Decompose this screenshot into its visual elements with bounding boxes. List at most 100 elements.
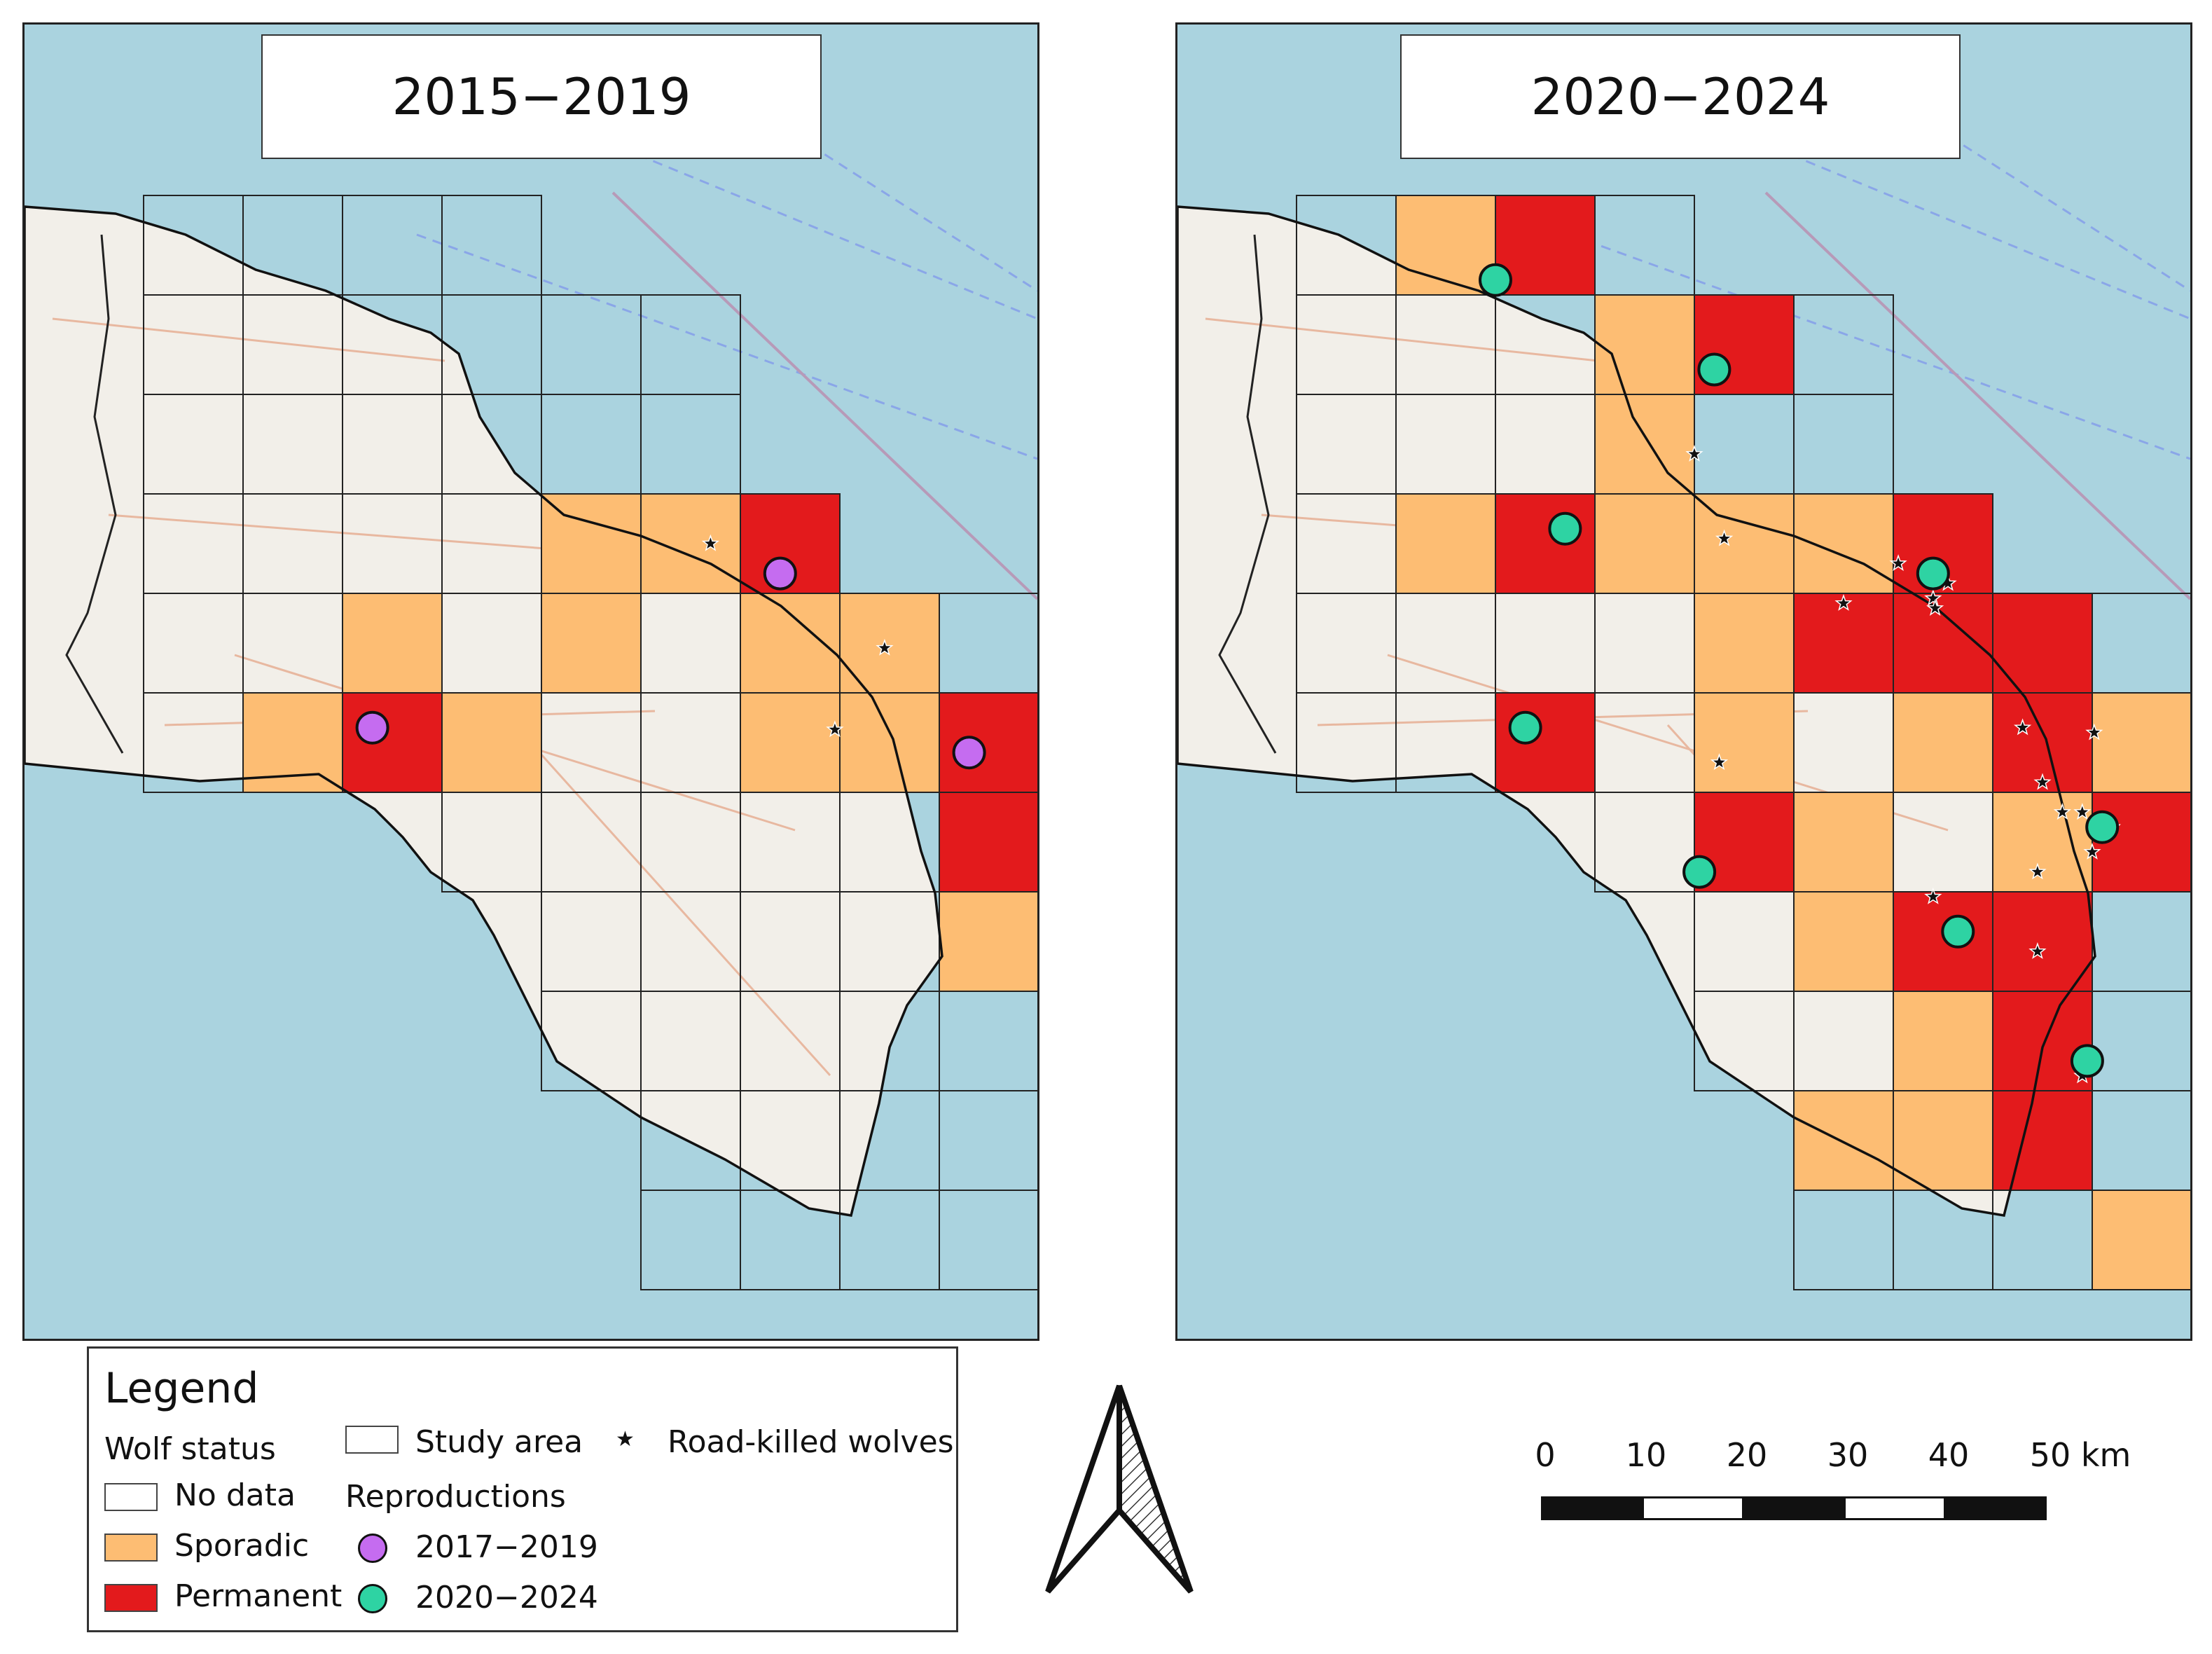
permanent-cell (1993, 1091, 2092, 1190)
study-area-cell (541, 394, 642, 495)
coastline (1177, 205, 2096, 1217)
sporadic-cell (1794, 1091, 1893, 1190)
legend-sporadic-label: Sporadic (174, 1528, 310, 1564)
coast-outline (25, 205, 943, 1217)
reproduction-2020-2024-marker (1479, 263, 1512, 297)
study-area-cell (640, 294, 741, 395)
road-killed-wolf-marker (701, 534, 720, 551)
legend-swatch-no-data (104, 1483, 158, 1511)
study-area-cell (1793, 294, 1894, 395)
legend-roadkill-label: Road-killed wolves (668, 1424, 954, 1460)
ferry-route (611, 191, 1037, 600)
study-area-cell (1793, 394, 1894, 495)
legend-roadkill-icon: ★ (616, 1427, 635, 1452)
map-canvas-left (25, 44, 1037, 1290)
reproduction-2017-2019-marker (763, 556, 797, 591)
study-area-cell (2092, 1090, 2190, 1191)
sporadic-cell (1595, 295, 1694, 394)
sporadic-cell (840, 593, 939, 693)
sporadic-cell (442, 693, 541, 792)
reproduction-2020-2024-marker (1682, 855, 1717, 889)
study-area-cell (1694, 394, 1795, 495)
reproduction-2017-2019-marker (952, 736, 986, 770)
legend-swatch-sporadic (104, 1534, 158, 1562)
legend-period-1-label: 2017−2019 (415, 1529, 598, 1565)
shipping-lane (416, 233, 1037, 460)
road-killed-wolf-marker (1715, 529, 1734, 546)
legend-box: Legend Wolf status No data Sporadic Perm… (87, 1346, 958, 1632)
permanent-cell (1893, 892, 1993, 991)
study-area-cell (2092, 891, 2190, 992)
sporadic-cell (641, 494, 740, 593)
legend-swatch-permanent (104, 1584, 158, 1612)
sporadic-cell (840, 693, 939, 792)
study-area-cell (939, 1190, 1037, 1290)
sporadic-cell (1396, 494, 1495, 593)
legend-dot-2020-2024 (358, 1584, 387, 1613)
scale-bar: 0 10 20 30 40 50 km (1535, 1436, 2131, 1520)
permanent-cell (1993, 892, 2092, 991)
road-killed-wolf-marker (1924, 887, 1942, 904)
sporadic-cell (1694, 593, 1794, 693)
shipping-lane (1569, 233, 2190, 460)
road-killed-wolf-marker (1685, 444, 1703, 462)
road-killed-wolf-marker (2033, 773, 2052, 790)
road-killed-wolf-marker (2073, 803, 2092, 820)
permanent-cell (1495, 494, 1595, 593)
permanent-cell (343, 693, 442, 792)
road-line (52, 317, 445, 362)
sporadic-cell (1893, 991, 1993, 1091)
coastline (25, 205, 943, 1217)
sporadic-cell (740, 693, 840, 792)
map-canvas-right (1177, 44, 2190, 1290)
permanent-cell (1794, 593, 1893, 693)
road-killed-wolf-marker (1834, 593, 1853, 611)
road-killed-wolf-marker (1710, 753, 1729, 771)
legend-no-data-label: No data (174, 1477, 296, 1513)
legend-permanent-label: Permanent (174, 1578, 343, 1614)
legend-swatch-study-area (345, 1426, 399, 1454)
road-killed-wolf-marker (2028, 862, 2047, 880)
north-arrow-icon (1045, 1384, 1194, 1594)
study-area-cell (939, 593, 1037, 694)
reproduction-2020-2024-marker (2070, 1044, 2104, 1078)
legend-heading: Legend (104, 1364, 259, 1413)
permanent-cell (939, 693, 1037, 792)
administrative-border (1218, 234, 1277, 754)
study-area-cell (640, 1190, 741, 1290)
coast-outline (1177, 205, 2096, 1217)
study-area-cell (1793, 1190, 1894, 1290)
sporadic-cell (1595, 394, 1694, 494)
legend-study-area-label: Study area (415, 1424, 583, 1460)
road-killed-wolf-marker (2085, 723, 2103, 740)
reproduction-2020-2024-marker (1697, 352, 1731, 387)
road-killed-wolf-marker (2083, 842, 2101, 860)
sporadic-cell (343, 593, 442, 693)
road-killed-wolf-marker (1889, 554, 1907, 572)
scale-label-0: 0 (1535, 1436, 1556, 1474)
sporadic-cell (1794, 792, 1893, 892)
reproduction-2020-2024-marker (2085, 810, 2120, 844)
sporadic-cell (1893, 693, 1993, 792)
road-line (513, 724, 831, 1077)
scale-segment-2 (1642, 1496, 1744, 1520)
study-area-cell (939, 991, 1037, 1091)
scale-label-30: 30 (1827, 1436, 1869, 1474)
road-killed-wolf-marker (1924, 588, 1942, 606)
study-area-cell (640, 394, 741, 495)
reproduction-2020-2024-marker (1941, 914, 1975, 949)
sporadic-cell (2092, 1190, 2190, 1290)
permanent-cell (939, 792, 1037, 892)
scale-segment-4 (1844, 1496, 1946, 1520)
map-panel-2015-2019: 2015−2019 (22, 22, 1039, 1341)
reproduction-2020-2024-marker (1916, 556, 1950, 591)
study-area-cell (939, 1090, 1037, 1191)
panel-title: 2015−2019 (261, 34, 822, 159)
sporadic-cell (1794, 494, 1893, 593)
sporadic-cell (1794, 892, 1893, 991)
road-killed-wolf-marker (2013, 718, 2032, 736)
sporadic-cell (1595, 494, 1694, 593)
study-area-cell (1594, 195, 1695, 296)
legend-period-2-label: 2020−2024 (415, 1580, 598, 1615)
ferry-route (1764, 191, 2190, 600)
